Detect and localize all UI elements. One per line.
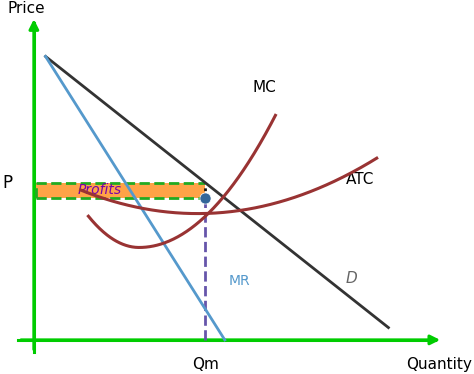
Text: Profits: Profits: [78, 184, 122, 197]
Text: MC: MC: [252, 80, 276, 95]
Bar: [36, 183, 205, 198]
Text: Price: Price: [7, 1, 45, 16]
Text: D: D: [346, 271, 357, 286]
Text: P: P: [2, 174, 12, 192]
Text: ATC: ATC: [346, 172, 374, 187]
Text: Qm: Qm: [192, 357, 219, 372]
Text: MR: MR: [228, 275, 250, 288]
Text: Quantity: Quantity: [406, 357, 472, 372]
